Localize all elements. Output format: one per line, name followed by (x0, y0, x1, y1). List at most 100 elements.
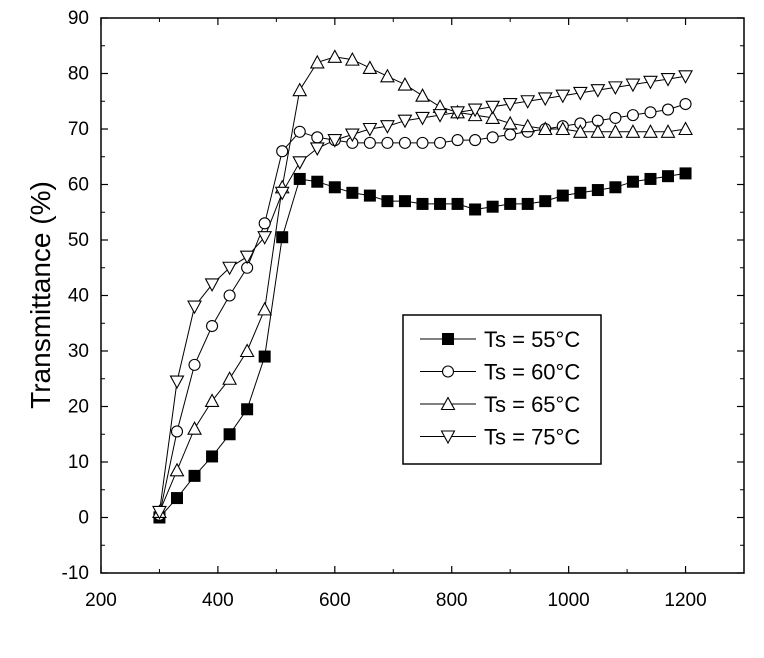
data-point-series-2 (170, 425, 184, 438)
data-point-series-4 (397, 114, 413, 129)
data-point-series-1 (416, 197, 429, 210)
data-point-series-3 (362, 60, 378, 74)
data-point-series-1 (556, 189, 569, 202)
legend-box (402, 314, 602, 465)
data-point-series-2 (644, 106, 657, 119)
data-point-series-1 (258, 350, 271, 363)
data-point-series-2 (661, 103, 675, 116)
data-point-series-3 (572, 124, 588, 138)
data-point-series-3 (327, 49, 343, 63)
data-point-series-4 (222, 261, 238, 276)
data-point-series-4 (309, 142, 325, 157)
data-point-series-4 (590, 84, 606, 98)
data-point-series-2 (416, 136, 429, 149)
data-point-series-3 (169, 462, 185, 477)
data-point-series-3 (660, 124, 676, 138)
data-point-series-4 (239, 250, 255, 265)
data-point-series-1 (241, 403, 254, 416)
data-point-series-3 (502, 115, 518, 130)
y-tick-label: 80 (68, 64, 89, 85)
data-point-series-3 (309, 54, 325, 69)
data-point-series-3 (292, 82, 308, 97)
data-point-series-2 (311, 131, 324, 144)
data-point-series-1 (609, 181, 622, 194)
x-tick-label: 800 (436, 590, 468, 611)
data-point-series-4 (292, 156, 308, 170)
data-point-series-1 (188, 469, 201, 482)
data-point-series-1 (276, 231, 289, 244)
data-point-series-3 (187, 421, 202, 435)
data-point-series-1 (469, 203, 482, 216)
data-point-series-4 (152, 505, 167, 520)
data-point-series-4 (537, 92, 553, 107)
y-tick-label: -10 (62, 563, 89, 584)
data-point-series-1 (170, 492, 183, 505)
data-point-series-1 (504, 197, 517, 210)
y-tick-label: 0 (78, 508, 89, 529)
data-point-series-2 (469, 134, 482, 147)
data-point-series-1 (539, 195, 552, 208)
legend-marker-4 (440, 430, 456, 445)
y-tick-label: 30 (68, 341, 89, 362)
data-point-series-4 (274, 186, 290, 201)
data-point-series-2 (276, 145, 289, 158)
data-point-series-1 (591, 184, 604, 197)
data-point-series-4 (450, 106, 465, 121)
data-point-series-3 (397, 76, 413, 91)
data-point-series-1 (398, 195, 411, 208)
data-point-series-2 (188, 358, 201, 371)
data-point-series-2 (679, 97, 692, 111)
data-point-series-4 (572, 86, 588, 101)
legend-marker-2 (441, 365, 455, 378)
y-tick-label: 50 (68, 230, 89, 251)
data-point-series-4 (187, 300, 202, 315)
data-point-series-3 (222, 371, 238, 385)
data-point-series-2 (609, 111, 622, 124)
data-point-series-1 (223, 428, 236, 441)
y-tick-label: 10 (68, 452, 89, 473)
data-point-series-2 (486, 131, 499, 144)
data-point-series-1 (521, 197, 534, 210)
data-point-series-4 (415, 111, 430, 126)
data-point-series-4 (555, 89, 571, 104)
data-point-series-2 (293, 125, 306, 138)
data-point-series-1 (451, 197, 464, 210)
data-point-series-4 (520, 95, 536, 109)
data-point-series-4 (502, 97, 518, 112)
data-point-series-3 (204, 393, 220, 408)
data-point-series-2 (381, 136, 394, 149)
data-point-series-4 (607, 81, 623, 96)
data-point-series-4 (257, 231, 273, 245)
data-point-series-4 (327, 134, 343, 148)
data-point-series-2 (206, 319, 219, 333)
data-point-series-4 (485, 100, 501, 115)
x-tick-label: 600 (319, 590, 351, 611)
data-point-series-1 (328, 181, 341, 194)
legend-marker-3 (440, 396, 456, 411)
data-point-series-1 (206, 450, 219, 463)
legend-marker-1 (442, 333, 454, 345)
data-point-series-1 (311, 175, 324, 188)
legend: Ts = 55°C Ts = 60°C Ts = 65°C Ts = 75°C (402, 314, 602, 465)
data-point-series-3 (643, 124, 658, 138)
y-axis-title: Transmittance (%) (25, 181, 56, 409)
data-point-series-1 (346, 186, 359, 199)
data-point-series-4 (380, 120, 395, 134)
data-point-series-1 (434, 197, 447, 210)
data-point-series-3 (257, 301, 273, 316)
data-point-series-1 (574, 186, 587, 199)
x-tick-label: 1200 (664, 590, 706, 611)
data-point-series-2 (433, 136, 447, 149)
data-point-series-4 (432, 109, 448, 123)
data-point-series-1 (486, 200, 499, 213)
data-point-series-3 (607, 124, 623, 138)
data-point-series-1 (679, 167, 692, 180)
data-point-series-3 (520, 118, 536, 133)
data-point-series-4 (204, 278, 220, 293)
data-point-series-4 (678, 70, 693, 84)
data-point-series-3 (555, 121, 571, 136)
data-point-series-4 (344, 128, 360, 143)
data-point-series-3 (485, 110, 501, 124)
y-tick-label: 20 (68, 397, 89, 418)
data-point-series-2 (626, 109, 639, 122)
